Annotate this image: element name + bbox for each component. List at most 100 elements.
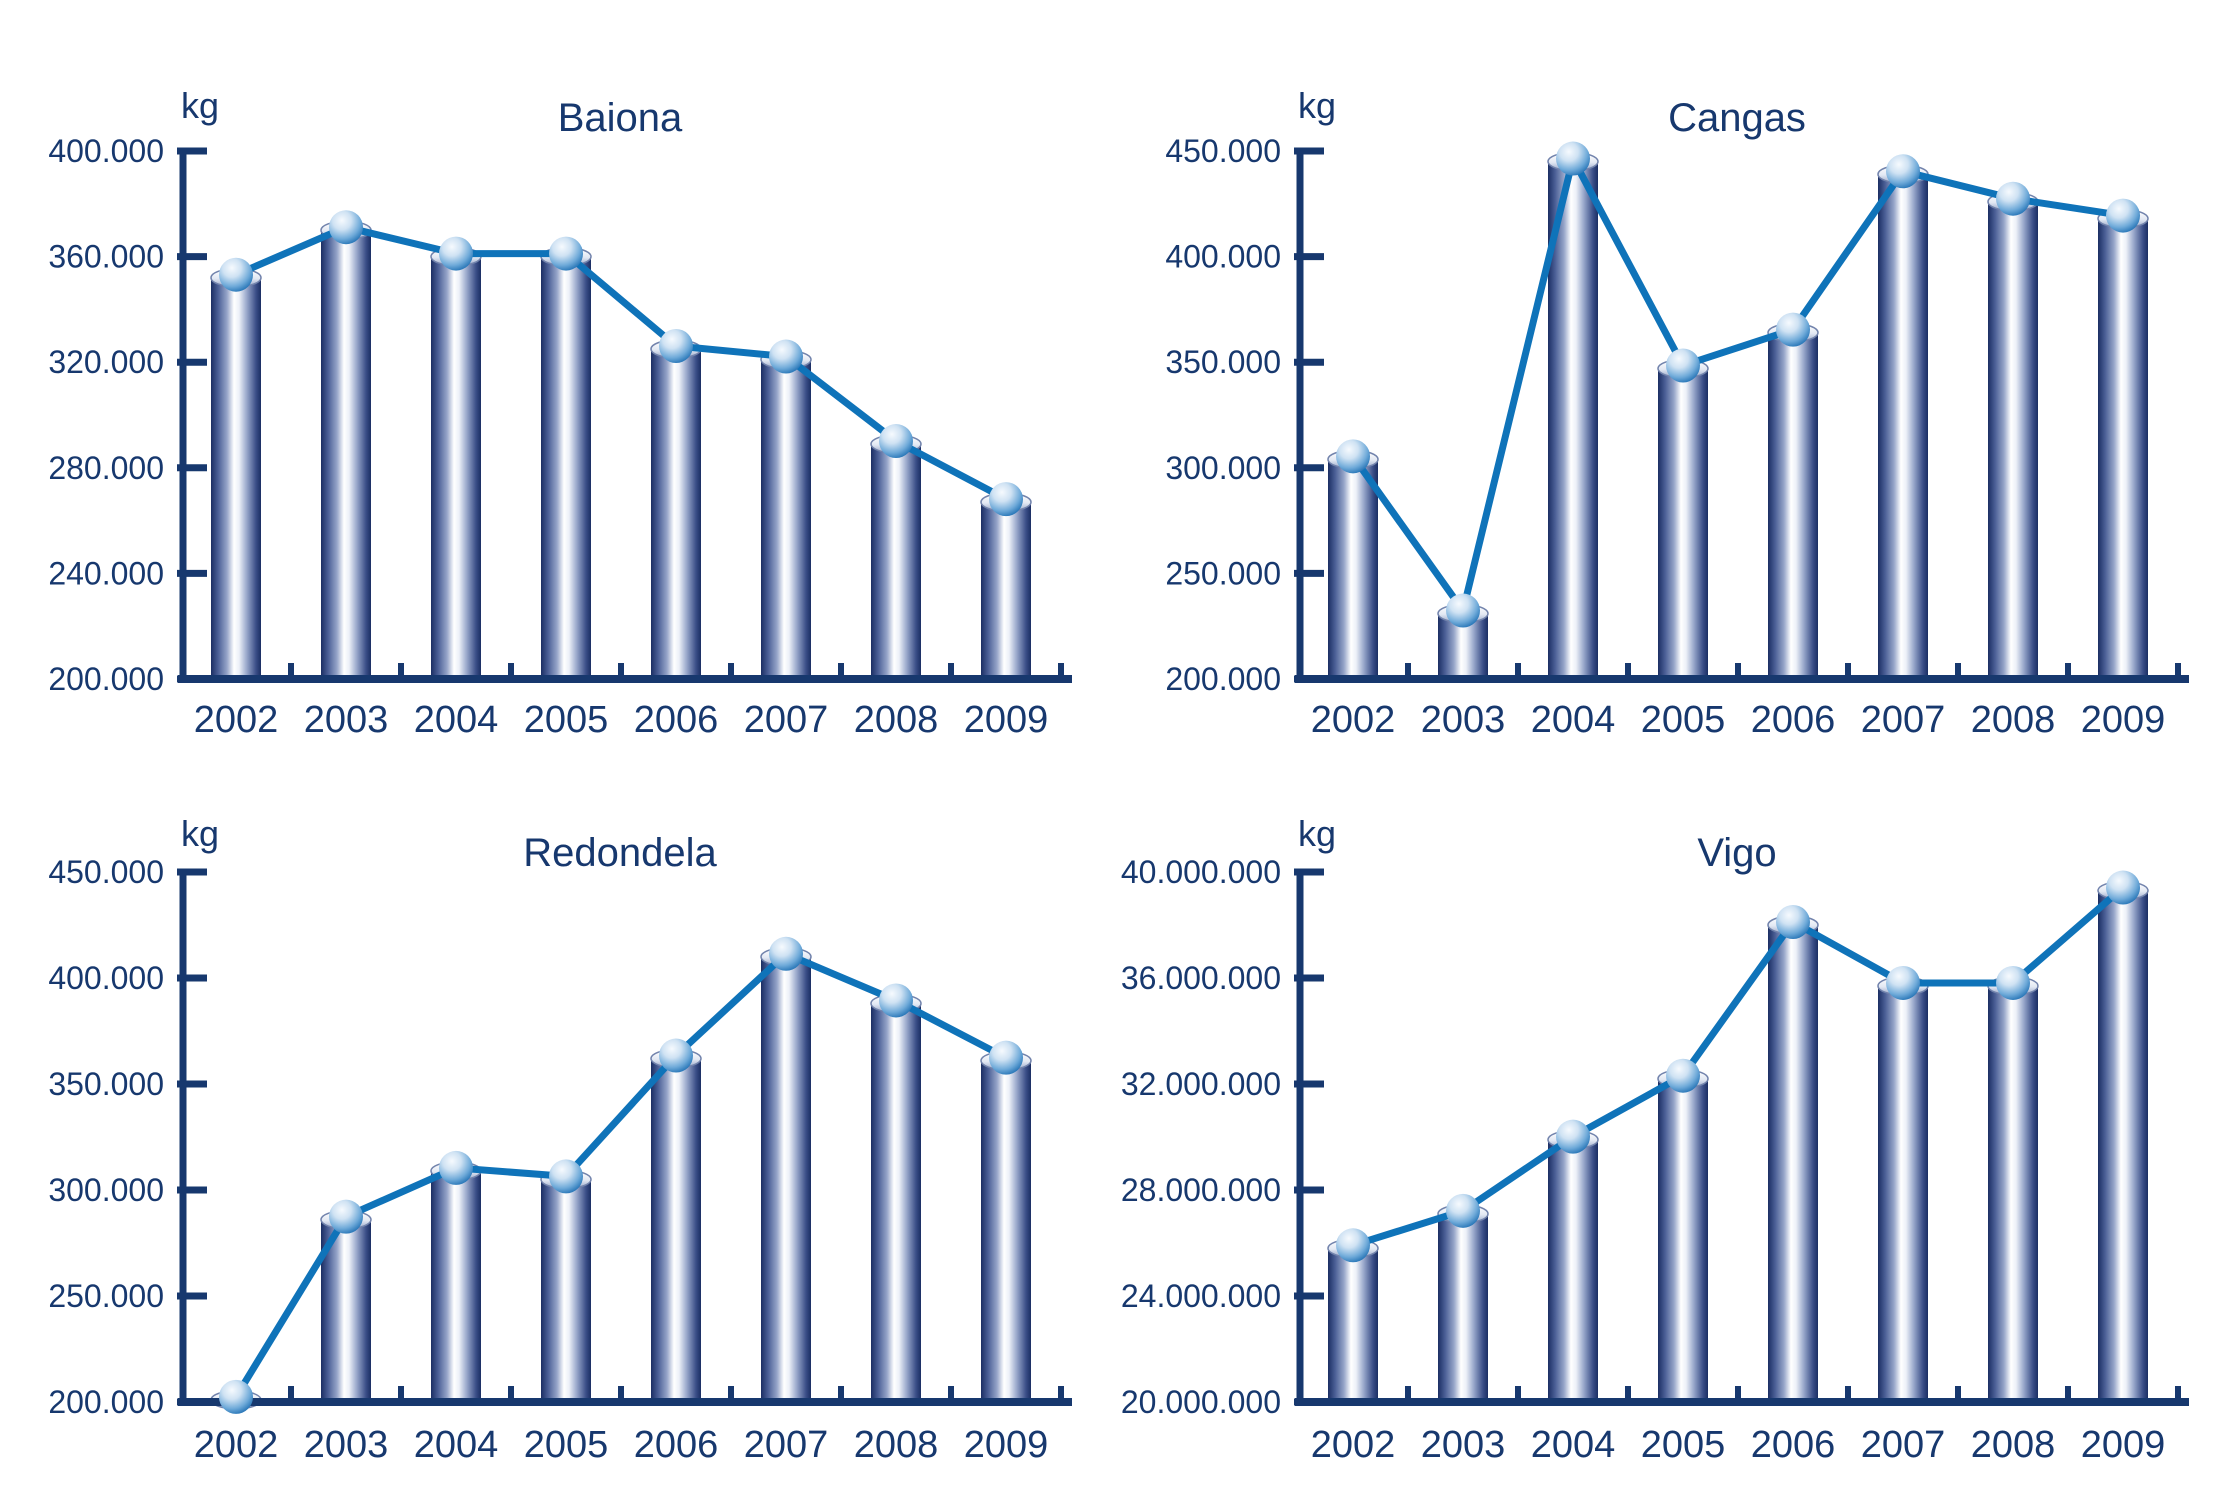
x-tick-label: 2009 [964,1424,1049,1466]
x-tick-label: 2004 [1531,699,1616,741]
data-line [234,223,1008,503]
bar-2005 [540,246,592,682]
unit-label: kg [1298,813,1336,854]
x-tick-label: 2004 [1531,1424,1616,1466]
marker-2002 [1336,1228,1370,1263]
marker-2009 [2106,870,2140,905]
bar-2006 [1767,915,1819,1405]
unit-label: kg [181,813,219,854]
marker-2003 [1446,1193,1480,1228]
x-tick-label: 2009 [2081,1424,2166,1466]
bar-2008 [870,993,922,1405]
bar-2007 [760,349,812,682]
x-tick-label: 2003 [1421,699,1506,741]
bar-2009 [980,1050,1032,1405]
x-tick-label: 2009 [964,699,1049,741]
x-tick-label: 2009 [2081,699,2166,741]
marker-2009 [2106,198,2140,233]
y-tick-label: 280.000 [48,450,164,486]
marker-2006 [659,1038,693,1073]
marker-2009 [989,1040,1023,1075]
x-tick-label: 2003 [1421,1424,1506,1466]
bar-2005 [1657,358,1709,682]
y-tick-label: 450.000 [48,854,164,890]
y-tick-label: 40.000.000 [1121,854,1281,890]
chart-canvas: 20.000.000 24.000.000 28.000.000 32.000.000… [1121,813,2189,1466]
unit-label: kg [181,85,219,126]
x-tick-label: 2006 [634,699,719,741]
chart-cangas: 200.000 250.000 300.000 350.000 400.000 450.0… [1117,0,2235,750]
chart-canvas: 200.000 250.000 300.000 350.000 400.000 450.0… [48,813,1072,1466]
marker-2006 [659,329,693,363]
x-tick-label: 2002 [1311,699,1396,741]
bar-2007 [1877,164,1929,682]
marker-2008 [1996,181,2030,216]
y-tick-label: 450.000 [1165,133,1281,169]
marker-2005 [1666,1058,1700,1093]
bar-2002 [210,267,262,682]
x-tick-label: 2004 [414,699,499,741]
x-tick-label: 2002 [1311,1424,1396,1466]
chart-title: Baiona [558,96,683,140]
plot-area: 200.000 250.000 300.000 350.000 400.000 450.0… [1165,133,2189,741]
plot-area: 20.000.000 24.000.000 28.000.000 32.000.000… [1121,854,2189,1466]
bar-2005 [540,1169,592,1405]
bar-2003 [320,220,372,682]
x-tick-label: 2004 [414,1424,499,1466]
marker-2003 [329,210,363,245]
data-line [1350,148,2124,619]
x-tick-label: 2007 [744,699,829,741]
bar-2004 [1547,1129,1599,1405]
bar-2008 [870,434,922,682]
x-tick-label: 2002 [194,699,279,741]
bar-2004 [430,1161,482,1405]
unit-label: kg [1298,85,1336,126]
x-tick-label: 2005 [1641,699,1726,741]
marker-2004 [1556,1119,1590,1154]
bar-2004 [430,246,482,682]
x-tick-label: 2007 [1861,1424,1946,1466]
marker-2008 [1996,965,2030,1000]
bar-2009 [2097,208,2149,683]
y-tick-label: 20.000.000 [1121,1384,1281,1420]
x-tick-label: 2008 [1971,1424,2056,1466]
marker-2002 [219,257,253,292]
y-tick-label: 400.000 [48,133,164,169]
bar-2005 [1657,1068,1709,1405]
bar-2006 [650,1048,702,1405]
marker-2005 [549,1159,583,1194]
y-tick-label: 200.000 [1165,661,1281,697]
marker-2009 [989,482,1023,517]
y-tick-label: 240.000 [48,555,164,591]
bar-2008 [1987,976,2039,1405]
marker-2007 [769,936,803,971]
chart-title: Redondela [523,831,717,875]
marker-2002 [1336,439,1370,474]
marker-2004 [1556,141,1590,176]
x-tick-label: 2008 [854,699,939,741]
bar-2007 [760,947,812,1405]
chart-title: Cangas [1668,96,1806,140]
marker-2005 [1666,348,1700,383]
marker-2002 [219,1379,253,1414]
x-tick-label: 2008 [854,1424,939,1466]
y-tick-label: 24.000.000 [1121,1278,1281,1314]
chart-canvas: 200.000 250.000 300.000 350.000 400.000 450.0… [1165,85,2189,741]
y-tick-label: 36.000.000 [1121,960,1281,996]
bar-2002 [1327,1238,1379,1405]
y-tick-label: 360.000 [48,239,164,275]
y-tick-label: 250.000 [1165,555,1281,591]
data-line [233,949,1008,1399]
chart-vigo: 20.000.000 24.000.000 28.000.000 32.000.000… [1117,750,2235,1501]
y-tick-label: 350.000 [1165,344,1281,380]
marker-2008 [879,424,913,459]
bar-2007 [1877,976,1929,1405]
x-tick-label: 2006 [634,1424,719,1466]
y-tick-label: 200.000 [48,661,164,697]
bar-2006 [1767,322,1819,682]
x-tick-label: 2003 [304,1424,389,1466]
x-tick-label: 2003 [304,699,389,741]
bar-2008 [1987,191,2039,683]
x-tick-label: 2007 [744,1424,829,1466]
